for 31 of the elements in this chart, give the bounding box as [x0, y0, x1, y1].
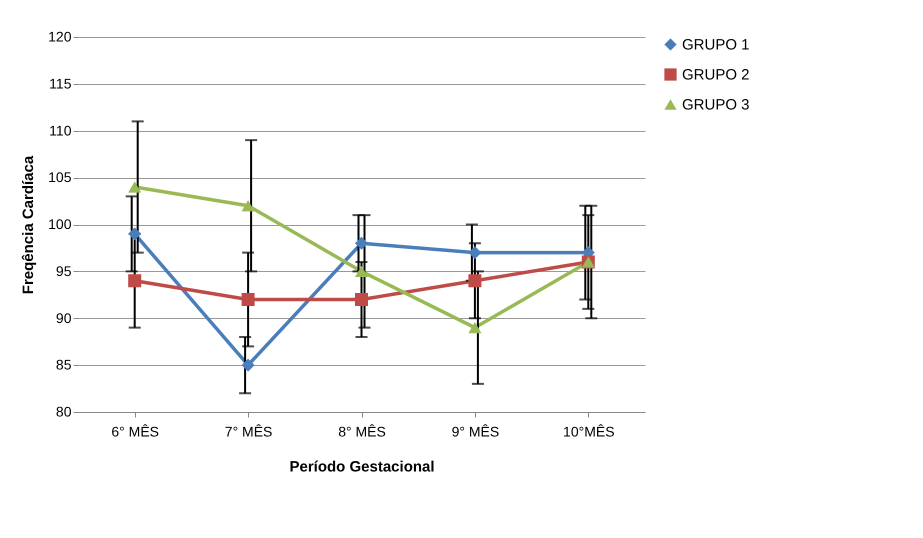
x-tick-label: 9° MÊS [452, 424, 500, 440]
y-tick-label: 120 [48, 28, 72, 44]
y-tick-label: 95 [56, 262, 72, 279]
point [242, 292, 255, 306]
y-tick-label: 85 [56, 356, 72, 373]
y-tick-label: 115 [49, 75, 72, 92]
y-tick-label: 100 [48, 216, 72, 232]
y-tick-label: 90 [56, 310, 72, 326]
y-tick-label: 105 [48, 169, 72, 186]
point [128, 227, 142, 240]
x-tick-label: 6° MÊS [111, 424, 160, 440]
point [468, 322, 482, 334]
point [354, 236, 368, 250]
y-tick-label: 80 [56, 404, 72, 420]
legend-label: GRUPO 2 [682, 66, 750, 84]
point [354, 292, 368, 306]
y-tick-label: 110 [49, 122, 72, 138]
point [468, 246, 482, 260]
legend-label: GRUPO 1 [682, 36, 750, 54]
x-tick-label: 10°MÊS [563, 424, 615, 440]
x-axis-title: Período Gestacional [289, 458, 435, 476]
point [354, 266, 368, 278]
point [128, 274, 142, 288]
x-tick-label: 7° MÊS [224, 424, 272, 440]
y-axis-title: Freqência Cardíaca [20, 155, 38, 294]
x-tick-label: 8° MÊS [338, 424, 386, 440]
point [242, 200, 255, 212]
legend-label: GRUPO 3 [682, 96, 750, 114]
point [242, 358, 255, 372]
point [128, 181, 142, 193]
point [468, 274, 482, 288]
